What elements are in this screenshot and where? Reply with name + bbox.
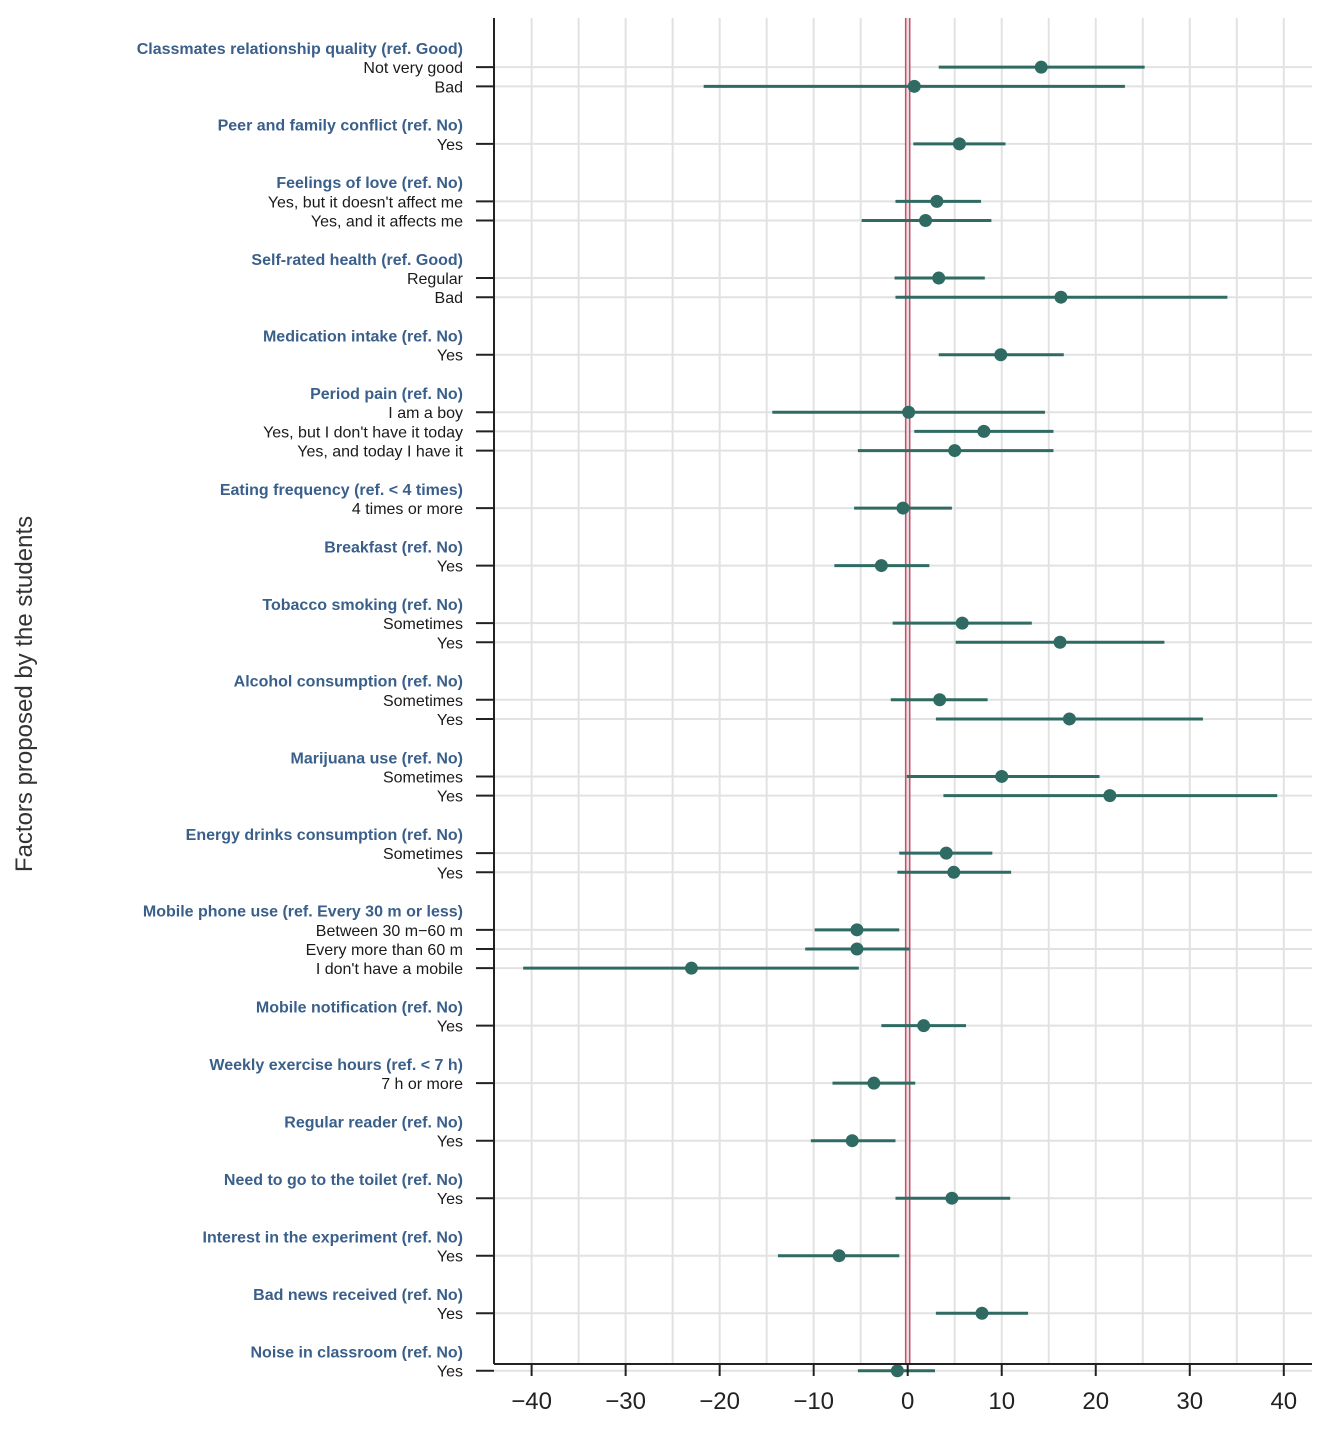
point-estimate bbox=[1054, 290, 1068, 304]
item-label: Yes bbox=[437, 348, 463, 365]
point-estimate bbox=[952, 137, 966, 151]
group-label: Weekly exercise hours (ref. < 7 h) bbox=[209, 1057, 463, 1074]
x-tick-label: 0 bbox=[901, 1388, 914, 1415]
group-label: Bad news received (ref. No) bbox=[253, 1287, 463, 1304]
point-estimate bbox=[939, 846, 953, 860]
group-label: Alcohol consumption (ref. No) bbox=[234, 674, 463, 691]
item-label: Yes bbox=[437, 635, 463, 652]
point-estimate bbox=[902, 405, 916, 419]
group-label: Noise in classroom (ref. No) bbox=[251, 1345, 464, 1362]
point-estimate bbox=[1053, 635, 1067, 649]
row-labels: Classmates relationship quality (ref. Go… bbox=[137, 41, 464, 1381]
point-estimate bbox=[933, 693, 947, 707]
item-label: Regular bbox=[407, 271, 464, 288]
reference-line-group bbox=[904, 18, 911, 1364]
x-tick-label: 20 bbox=[1082, 1388, 1109, 1415]
group-label: Interest in the experiment (ref. No) bbox=[203, 1230, 464, 1247]
group-label: Breakfast (ref. No) bbox=[324, 539, 463, 556]
item-label: 4 times or more bbox=[352, 501, 463, 518]
x-tick-label: −10 bbox=[793, 1388, 834, 1415]
point-estimate bbox=[874, 559, 888, 573]
x-tick-label: −40 bbox=[511, 1388, 552, 1415]
group-label: Self-rated health (ref. Good) bbox=[251, 252, 463, 269]
point-estimate bbox=[907, 79, 921, 93]
point-estimate bbox=[1034, 60, 1048, 74]
point-estimate bbox=[845, 1134, 859, 1148]
item-label: Every more than 60 m bbox=[306, 942, 463, 959]
item-label: 7 h or more bbox=[381, 1076, 463, 1093]
point-estimate bbox=[896, 501, 910, 515]
x-tick-label: −20 bbox=[699, 1388, 740, 1415]
group-label: Medication intake (ref. No) bbox=[263, 329, 463, 346]
item-label: Yes bbox=[437, 1249, 463, 1266]
point-estimate bbox=[975, 1306, 989, 1320]
point-estimate bbox=[948, 444, 962, 458]
point-estimate bbox=[850, 942, 864, 956]
item-label: Sometimes bbox=[383, 693, 463, 710]
group-label: Classmates relationship quality (ref. Go… bbox=[137, 41, 463, 58]
item-label: Yes bbox=[437, 559, 463, 576]
item-label: Yes bbox=[437, 1019, 463, 1036]
item-label: I am a boy bbox=[388, 405, 463, 422]
point-estimate bbox=[832, 1249, 846, 1263]
point-estimate bbox=[1062, 712, 1076, 726]
point-estimate bbox=[867, 1076, 881, 1090]
item-label: Yes bbox=[437, 1134, 463, 1151]
item-label: Sometimes bbox=[383, 846, 463, 863]
item-label: Between 30 m−60 m bbox=[316, 923, 463, 940]
group-label: Tobacco smoking (ref. No) bbox=[262, 597, 463, 614]
point-estimate bbox=[930, 194, 944, 208]
item-label: Bad bbox=[435, 79, 463, 96]
item-label: Yes, but it doesn't affect me bbox=[268, 194, 463, 211]
group-label: Mobile notification (ref. No) bbox=[256, 1000, 463, 1017]
item-label: Yes, but I don't have it today bbox=[263, 424, 463, 441]
point-estimate bbox=[850, 923, 864, 937]
grid-lines bbox=[494, 18, 1312, 1372]
x-tick-label: 10 bbox=[988, 1388, 1015, 1415]
point-estimate bbox=[994, 348, 1008, 362]
x-tick-label: 30 bbox=[1176, 1388, 1203, 1415]
item-label: Not very good bbox=[363, 60, 463, 77]
group-label: Marijuana use (ref. No) bbox=[291, 750, 463, 767]
point-estimate bbox=[945, 1191, 959, 1205]
group-label: Mobile phone use (ref. Every 30 m or les… bbox=[143, 904, 463, 921]
point-estimate bbox=[955, 616, 969, 630]
group-label: Regular reader (ref. No) bbox=[284, 1115, 463, 1132]
point-estimate bbox=[1103, 789, 1117, 803]
point-estimate bbox=[917, 1019, 931, 1033]
group-label: Need to go to the toilet (ref. No) bbox=[224, 1172, 463, 1189]
item-label: Yes bbox=[437, 137, 463, 154]
item-label: Yes, and it affects me bbox=[311, 214, 463, 231]
point-estimate bbox=[932, 271, 946, 285]
point-estimate bbox=[995, 769, 1009, 783]
item-label: Yes bbox=[437, 865, 463, 882]
item-label: Yes bbox=[437, 789, 463, 806]
x-tick-label: 40 bbox=[1270, 1388, 1297, 1415]
y-axis-label: Factors proposed by the students bbox=[11, 516, 38, 872]
point-estimate bbox=[890, 1364, 904, 1378]
item-label: Bad bbox=[435, 290, 463, 307]
point-estimate bbox=[919, 214, 933, 228]
point-estimate bbox=[977, 424, 991, 438]
item-label: Yes bbox=[437, 1306, 463, 1323]
group-label: Eating frequency (ref. < 4 times) bbox=[220, 482, 463, 499]
group-label: Peer and family conflict (ref. No) bbox=[218, 118, 463, 135]
point-estimate bbox=[684, 961, 698, 975]
item-label: Yes, and today I have it bbox=[297, 444, 463, 461]
x-tick-label: −30 bbox=[605, 1388, 646, 1415]
item-label: Sometimes bbox=[383, 769, 463, 786]
group-label: Feelings of love (ref. No) bbox=[276, 175, 463, 192]
group-label: Period pain (ref. No) bbox=[310, 386, 463, 403]
axes: −40 −30 −20 −10 0 10 20 30 40 bbox=[476, 18, 1312, 1415]
item-label: Yes bbox=[437, 712, 463, 729]
item-label: I don't have a mobile bbox=[316, 961, 463, 978]
point-estimate bbox=[947, 865, 961, 879]
item-label: Sometimes bbox=[383, 616, 463, 633]
item-label: Yes bbox=[437, 1191, 463, 1208]
group-label: Energy drinks consumption (ref. No) bbox=[186, 827, 463, 844]
item-label: Yes bbox=[437, 1364, 463, 1381]
estimate-marks bbox=[523, 60, 1278, 1378]
